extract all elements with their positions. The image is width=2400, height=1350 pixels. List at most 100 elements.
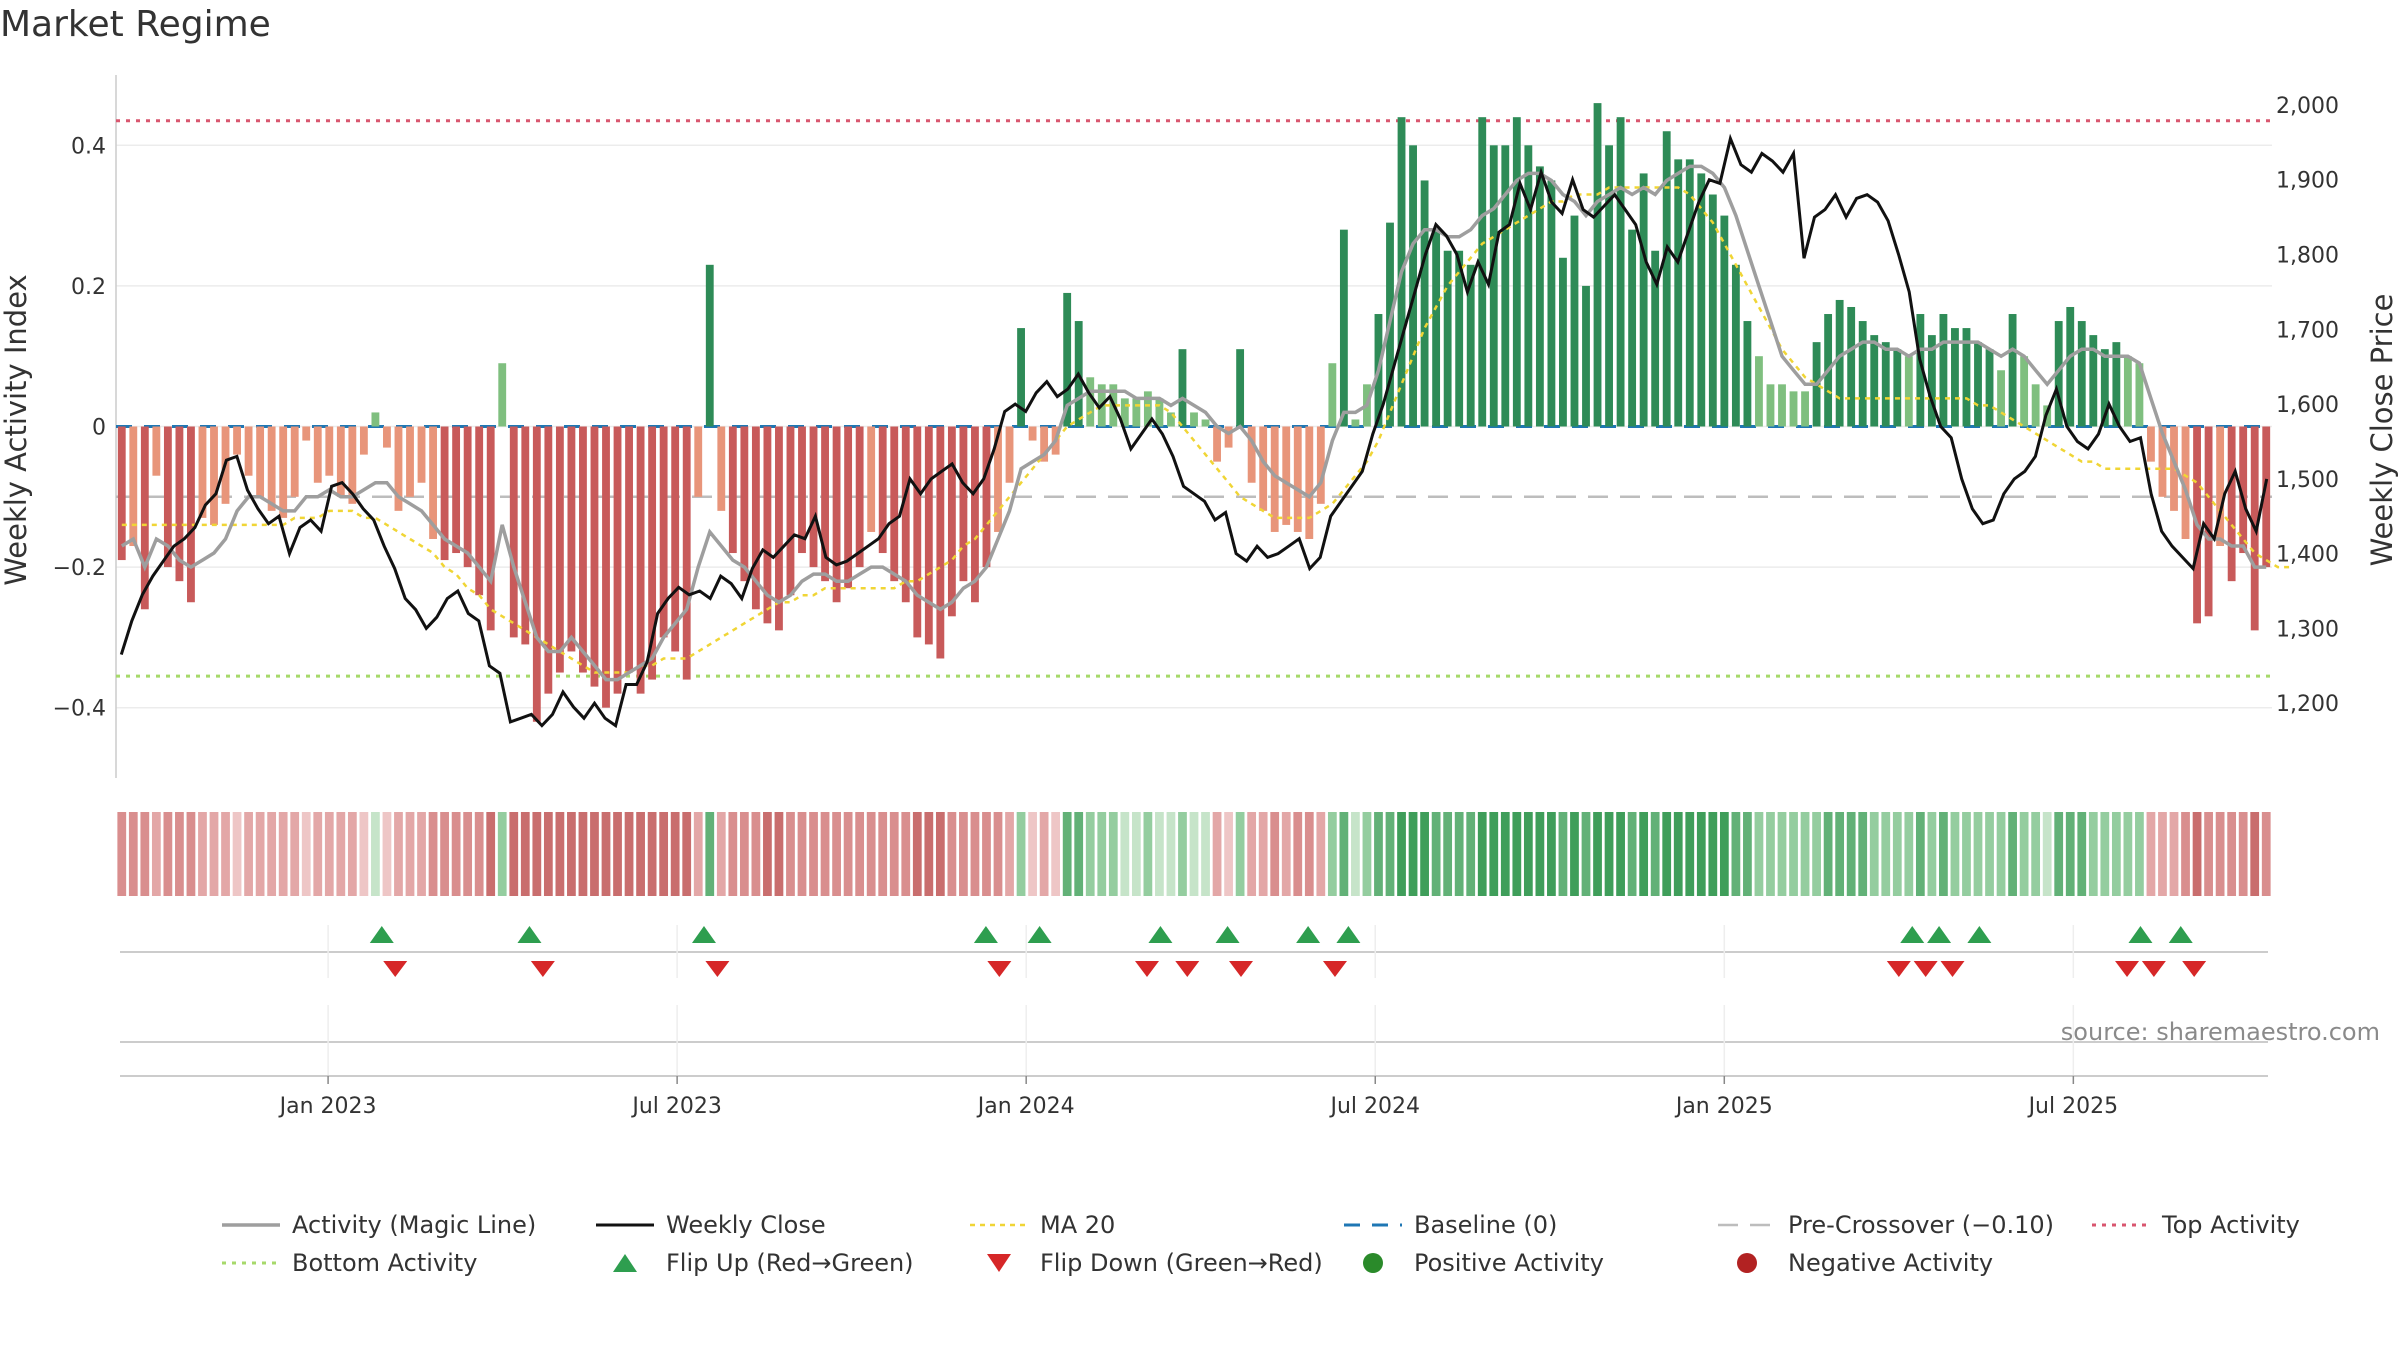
negative-activity-bar: [2262, 426, 2271, 568]
negative-activity-bar: [509, 426, 518, 638]
regime-strip-cell: [1431, 812, 1441, 896]
positive-activity-bar: [1455, 250, 1464, 427]
regime-strip-cell: [1581, 812, 1591, 896]
y-left-tick-label: −0.2: [53, 556, 106, 581]
regime-strip-cell: [1535, 812, 1545, 896]
regime-strip-cell: [417, 812, 426, 896]
regime-strip-cell: [1166, 812, 1176, 896]
positive-activity-bar: [1582, 285, 1590, 427]
regime-strip-cell: [497, 812, 507, 896]
legend-item-close: Weekly Close: [596, 1211, 826, 1239]
positive-activity-bar: [1616, 117, 1625, 427]
regime-strip-cell: [1351, 812, 1360, 896]
positive-activity-bar: [1501, 145, 1510, 427]
y-right-tick-label: 1,200: [2276, 692, 2339, 717]
source-note: source: sharemaestro.com: [2061, 1018, 2380, 1046]
regime-strip-cell: [486, 812, 496, 896]
regime-strip-cell: [1719, 812, 1729, 896]
x-axis: Jan 2023 Jul 2023 Jan 2024 Jul 2024 Jan 2025…: [278, 1076, 2118, 1119]
negative-activity-bar: [1259, 426, 1268, 511]
positive-activity-bar: [1789, 391, 1798, 427]
flip-down-marker: [987, 961, 1012, 977]
regime-strip-cell: [970, 812, 980, 896]
regime-strip-cell: [2215, 812, 2225, 896]
negative-activity-bar: [717, 426, 726, 511]
positive-activity-bar: [371, 412, 380, 427]
regime-strip-cell: [1604, 812, 1614, 896]
flip-down-marker: [383, 961, 408, 977]
negative-activity-bar: [821, 426, 829, 582]
regime-strip-cell: [809, 812, 818, 896]
legend-item-baseline: Baseline (0): [1344, 1211, 1557, 1239]
negative-activity-bar: [924, 426, 933, 645]
y-right-tick-label: 1,900: [2276, 169, 2339, 194]
legend-item-flip-up: Flip Up (Red→Green): [613, 1249, 914, 1277]
flip-down-marker: [1913, 961, 1938, 977]
regime-strip-cell: [2250, 812, 2260, 896]
negative-activity-bar: [579, 426, 587, 673]
regime-strip-cell: [1016, 812, 1026, 896]
positive-activity-bar: [1731, 264, 1740, 427]
regime-strip-cell: [2146, 812, 2156, 896]
negative-activity-bar: [2227, 426, 2236, 582]
regime-strip-cell: [1962, 812, 1971, 896]
negative-activity-bar: [901, 426, 910, 603]
regime-strip-cell: [1120, 812, 1130, 896]
negative-activity-bar: [359, 426, 368, 455]
negative-activity-bar: [544, 426, 553, 694]
flip-down-marker: [2182, 961, 2207, 977]
negative-activity-bar: [590, 426, 599, 687]
regime-strip-cell: [1800, 812, 1810, 896]
positive-activity-bar: [1167, 412, 1175, 427]
negative-activity-bar: [2158, 426, 2167, 497]
negative-activity-bar: [728, 426, 737, 554]
flip-up-marker: [973, 926, 998, 943]
negative-activity-bar: [140, 426, 149, 610]
regime-strip-cell: [440, 812, 449, 896]
regime-strip-cell: [244, 812, 253, 896]
regime-strip-cell: [1189, 812, 1199, 896]
negative-activity-bar: [129, 426, 138, 547]
negative-activity-bar: [1247, 426, 1256, 483]
positive-activity-bar: [1927, 335, 1936, 427]
regime-strip-cell: [1512, 812, 1522, 896]
negative-activity-bar: [348, 426, 357, 504]
flip-up-marker: [369, 926, 394, 943]
regime-strip-cell: [1904, 812, 1914, 896]
positive-activity-bar: [1985, 349, 1994, 427]
flip-markers: [120, 925, 2268, 1077]
regime-strip-cell: [636, 812, 645, 896]
regime-strip-cell: [1051, 812, 1061, 896]
positive-activity-bar: [1132, 398, 1141, 427]
regime-strip-cell: [578, 812, 588, 896]
negative-activity-bar: [302, 426, 311, 441]
y-right-tick-label: 1,800: [2276, 243, 2339, 268]
negative-activity-bar: [844, 426, 853, 589]
negative-activity-bar: [2204, 426, 2213, 617]
positive-activity-bar: [1697, 173, 1706, 427]
negative-activity-bar: [2239, 426, 2248, 554]
negative-activity-bar: [463, 426, 472, 568]
legend-label: Baseline (0): [1414, 1211, 1557, 1239]
positive-activity-bar: [1974, 342, 1982, 427]
negative-activity-bar: [682, 426, 691, 680]
negative-activity-bar: [279, 426, 288, 518]
regime-strip-cell: [1627, 812, 1637, 896]
regime-strip-cell: [1085, 812, 1095, 896]
negative-activity-bar: [786, 426, 795, 596]
legend-item-flip-down: Flip Down (Green→Red): [987, 1249, 1323, 1277]
positive-activity-bar: [1755, 356, 1763, 427]
x-tick-label: Jul 2024: [1328, 1094, 1420, 1119]
positive-activity-bar: [1651, 250, 1660, 427]
negative-activity-bar: [994, 426, 1002, 532]
positive-activity-bar: [1881, 342, 1890, 427]
flip-up-marker: [517, 926, 542, 943]
flip-up-marker: [2168, 926, 2193, 943]
positive-activity-bar: [1236, 349, 1245, 427]
negative-activity-bar: [394, 426, 403, 511]
regime-strip-cell: [405, 812, 415, 896]
negative-activity-bar: [187, 426, 195, 603]
legend: Activity (Magic Line) Weekly Close MA 20 Ba…: [222, 1211, 2300, 1277]
regime-strip-cell: [474, 812, 484, 896]
regime-strip-cell: [590, 812, 599, 896]
